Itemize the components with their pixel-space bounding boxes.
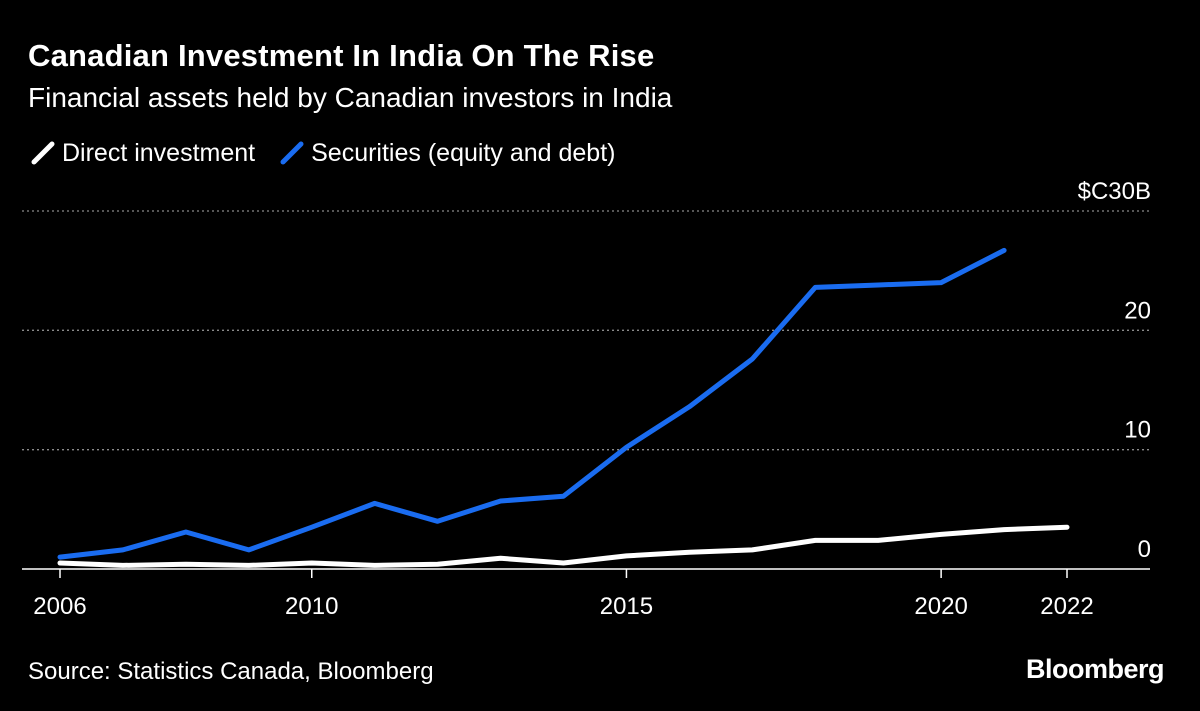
legend-swatch-securities [280, 141, 304, 165]
legend-label-securities: Securities (equity and debt) [311, 138, 616, 167]
x-tick-label-2006: 2006 [33, 593, 86, 620]
x-tick-label-2010: 2010 [285, 593, 338, 620]
legend-swatch-direct-investment [31, 141, 55, 165]
legend: Direct investment Securities (equity and… [28, 138, 637, 168]
chart-title: Canadian Investment In India On The Rise [28, 38, 655, 73]
brand-logo: Bloomberg [1025, 654, 1165, 684]
x-tick-label-2015: 2015 [600, 593, 653, 620]
chart-subtitle: Financial assets held by Canadian invest… [28, 82, 673, 113]
legend-label-direct-investment: Direct investment [62, 138, 256, 167]
y-tick-label-10: 10 [1124, 417, 1151, 444]
legend-item-direct-investment: Direct investment [28, 138, 255, 168]
source-note: Source: Statistics Canada, Bloomberg [28, 658, 434, 685]
y-tick-label-30: $C30B [1078, 178, 1151, 205]
y-tick-label-20: 20 [1124, 297, 1151, 324]
series-line-securities-equity-and-debt [57, 247, 1007, 560]
legend-item-securities: Securities (equity and debt) [277, 138, 615, 168]
y-tick-label-0: 0 [1138, 536, 1151, 563]
series-line-direct-investment [57, 524, 1070, 568]
x-tick-label-2022: 2022 [1040, 593, 1093, 620]
x-tick-label-2020: 2020 [914, 593, 967, 620]
